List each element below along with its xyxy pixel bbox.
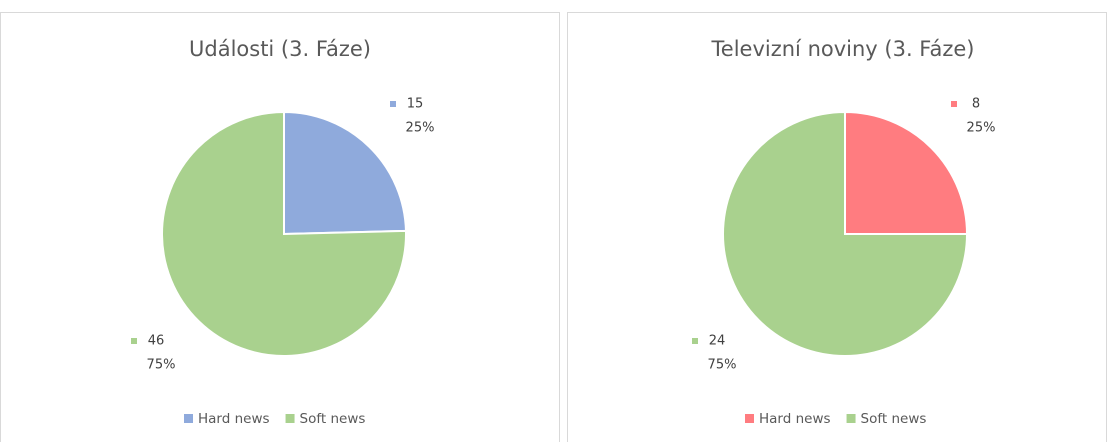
chart-title: Události (3. Fáze) — [189, 37, 371, 61]
percent-label: 25% — [406, 121, 435, 136]
pie-slice — [161, 110, 407, 357]
legend-label: Hard news — [759, 411, 831, 427]
pie-slice — [722, 110, 969, 357]
percent-label: 75% — [147, 358, 176, 373]
percent-label: 25% — [967, 121, 996, 136]
legend-label: Hard news — [198, 411, 270, 427]
legend-key — [184, 414, 193, 423]
data-label: 15 — [407, 97, 424, 112]
percent-label: 75% — [708, 358, 737, 373]
pie-slice — [283, 110, 407, 236]
legend-key — [846, 414, 856, 423]
data-label: 8 — [972, 97, 980, 112]
chart-title: Televizní noviny (3. Fáze) — [711, 37, 975, 61]
pie-slice — [844, 110, 969, 235]
label-key — [692, 338, 698, 344]
label-key — [390, 101, 396, 107]
legend-label: Soft news — [861, 411, 927, 427]
data-label: 24 — [709, 334, 726, 349]
label-key — [951, 101, 957, 107]
legend-key — [285, 414, 295, 423]
legend-label: Soft news — [300, 411, 366, 427]
legend-key — [745, 414, 754, 423]
data-label: 46 — [148, 334, 165, 349]
label-key — [131, 338, 137, 344]
